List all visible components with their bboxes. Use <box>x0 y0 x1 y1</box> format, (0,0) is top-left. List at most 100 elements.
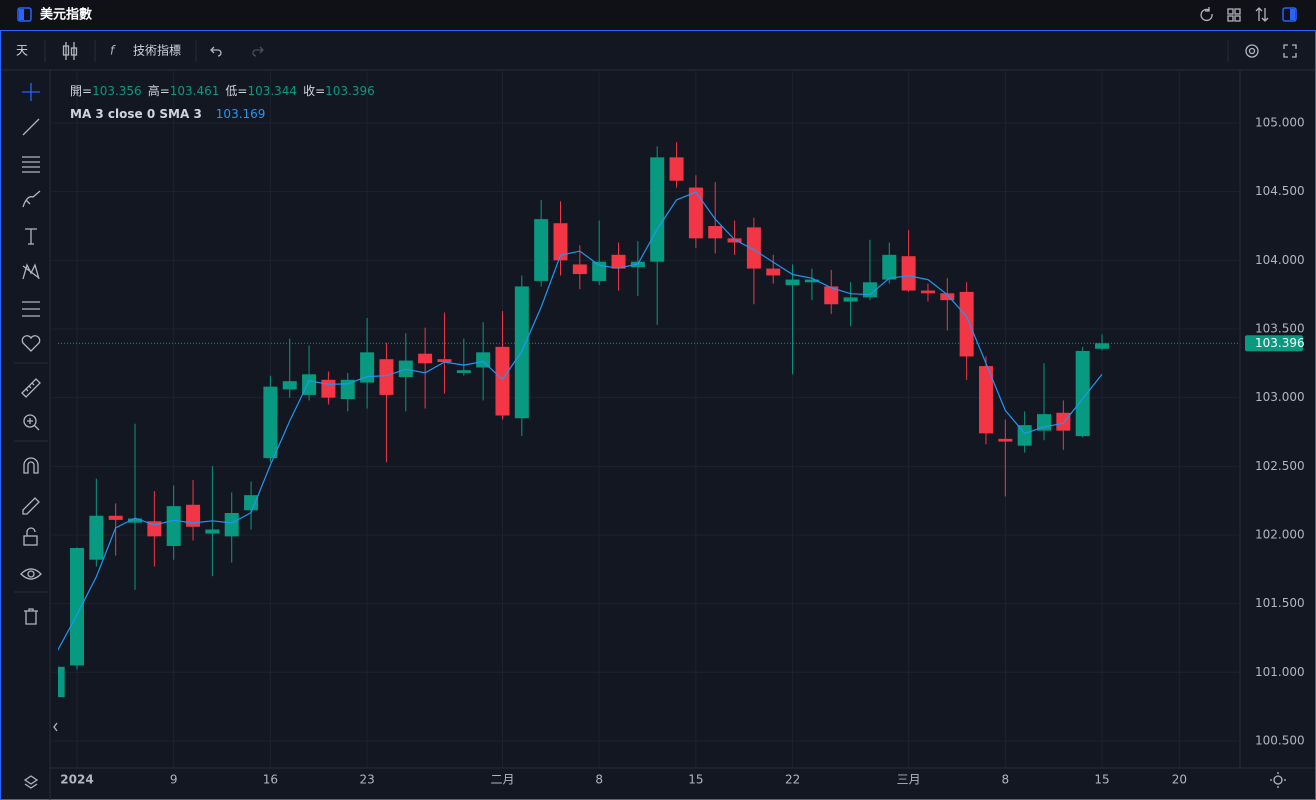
candle-body <box>862 282 877 298</box>
last-price-badge <box>1245 335 1303 352</box>
y-tick-label: 103.500 <box>1255 321 1305 335</box>
interval-button[interactable]: 天 <box>16 44 28 58</box>
x-tick-label: 15 <box>688 773 703 787</box>
y-tick-label: 102.000 <box>1255 527 1305 541</box>
candle-body <box>321 379 336 398</box>
fullscreen-button[interactable] <box>1283 44 1297 58</box>
candle-body <box>746 227 761 269</box>
indicators-button[interactable]: 技術指標 <box>133 43 181 58</box>
window-icon-fill <box>19 9 24 20</box>
candle-body <box>302 374 317 395</box>
candle-body <box>553 223 568 261</box>
x-tick-label: 三月 <box>897 773 921 787</box>
candle-body <box>58 666 65 698</box>
redo-button[interactable] <box>252 46 264 57</box>
axes: 100.500 101.000 101.500 102.000 102.500 103.0… <box>60 116 1304 787</box>
x-tick-label: 2024 <box>60 773 93 787</box>
ohlc-name: 低= <box>225 84 247 98</box>
candle-body <box>727 238 742 243</box>
collapse-button[interactable] <box>53 722 58 732</box>
candle-body <box>108 515 123 520</box>
refresh-button[interactable] <box>1200 7 1213 22</box>
title-bar <box>0 0 1316 30</box>
magnet-tool[interactable] <box>23 457 39 474</box>
y-tick-label: 100.500 <box>1255 733 1305 747</box>
ohlc-name: 高= <box>148 83 170 98</box>
ohlc-value: 103.344 <box>247 84 297 98</box>
candle-body <box>1095 343 1110 349</box>
candle-body <box>650 157 665 262</box>
trendline-tool[interactable] <box>22 118 40 136</box>
x-tick-label: 23 <box>359 773 374 787</box>
undo-button[interactable] <box>210 46 222 57</box>
fx-icon: f <box>110 44 116 58</box>
layout-button[interactable] <box>1227 8 1241 22</box>
candle-body <box>882 254 897 280</box>
layers-button[interactable] <box>23 775 39 789</box>
drawing-toolbar <box>14 83 58 789</box>
candle-body <box>205 529 220 534</box>
candle-body <box>263 386 278 459</box>
chart-type-button[interactable] <box>62 42 78 60</box>
brush-tool[interactable] <box>22 190 41 208</box>
candle-body <box>998 438 1013 442</box>
ohlc-legend: 開=103.356 高=103.461 低=103.344 收=103.396 <box>70 83 375 98</box>
window-icon <box>17 7 32 22</box>
y-tick-label: 101.500 <box>1255 596 1305 610</box>
candle-body <box>978 366 993 434</box>
candle-body <box>804 279 819 283</box>
candle-body <box>766 268 781 276</box>
x-tick-label: 16 <box>263 773 278 787</box>
time-axis-settings[interactable] <box>1270 772 1286 788</box>
candle-body <box>572 264 587 275</box>
projection-tool[interactable] <box>22 301 40 317</box>
zoom-tool[interactable] <box>23 414 40 431</box>
settings-button[interactable] <box>1245 44 1259 58</box>
candle-body <box>437 359 452 362</box>
ma-label: MA 3 close 0 SMA 3 <box>70 107 202 121</box>
x-tick-label: 22 <box>785 773 800 787</box>
ma-legend: MA 3 close 0 SMA 3 103.169 <box>70 107 265 121</box>
ohlc-name: 收= <box>303 84 325 98</box>
fib-tool[interactable] <box>22 156 40 173</box>
y-tick-label: 104.000 <box>1255 253 1305 267</box>
x-tick-label: 8 <box>595 773 603 787</box>
compare-button[interactable] <box>1255 7 1269 22</box>
ohlc-value: 103.396 <box>325 84 375 98</box>
candle-body <box>186 504 201 527</box>
text-tool[interactable] <box>25 228 37 245</box>
favorites-tool[interactable] <box>21 335 41 352</box>
y-tick-label: 101.000 <box>1255 665 1305 679</box>
ohlc-value: 103.356 <box>92 84 142 98</box>
candle-body <box>940 293 955 301</box>
candle-body <box>282 381 297 390</box>
candle-body <box>70 548 84 666</box>
candle-body <box>824 286 839 305</box>
pattern-tool[interactable] <box>22 263 40 280</box>
grid <box>50 70 1240 768</box>
candle-body <box>379 359 394 395</box>
last-price-label: 103.396 <box>1255 336 1305 350</box>
candle-body <box>920 290 935 294</box>
crosshair-tool[interactable] <box>22 83 40 101</box>
ohlc-name: 開= <box>70 84 92 98</box>
title-bar-buttons[interactable] <box>1200 7 1297 22</box>
candle-body <box>708 226 723 239</box>
candle-body <box>1017 425 1032 446</box>
ruler-tool[interactable] <box>21 378 41 398</box>
ma-line <box>58 191 1103 651</box>
panel-button[interactable] <box>1282 7 1297 22</box>
x-tick-label: 20 <box>1172 773 1187 787</box>
candle-body <box>89 515 104 560</box>
y-tick-label: 104.500 <box>1255 184 1305 198</box>
candle-body <box>843 297 858 302</box>
visibility-tool[interactable] <box>20 568 42 580</box>
ohlc-value: 103.461 <box>170 84 220 98</box>
lock-drawing-tool[interactable] <box>22 497 40 515</box>
candle-body <box>1056 412 1071 431</box>
lock-tool[interactable] <box>23 527 38 546</box>
delete-tool[interactable] <box>24 608 38 625</box>
candle-body <box>340 379 355 400</box>
candle-body <box>456 370 471 373</box>
